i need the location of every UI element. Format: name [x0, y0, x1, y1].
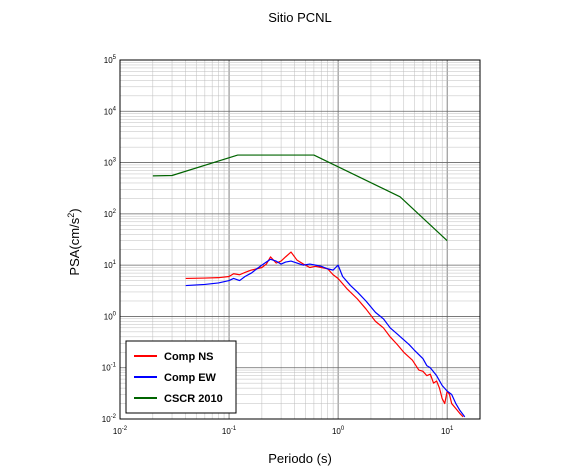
y-tick-label: 100: [104, 311, 117, 321]
x-tick-label-exponent: -1: [231, 426, 237, 432]
x-tick-label-base: 10: [113, 427, 122, 436]
y-tick-label: 104: [104, 106, 117, 116]
x-tick-labels: 10-2 10-1 100 101: [113, 426, 454, 436]
x-axis-label: Periodo (s): [268, 451, 332, 466]
y-tick-label: 102: [104, 209, 117, 219]
y-axis-label-close: ): [67, 208, 82, 212]
y-tick-label-base: 10: [104, 210, 113, 219]
y-tick-label-exponent: 5: [113, 55, 117, 61]
x-tick-label-base: 10: [222, 427, 231, 436]
y-tick-label: 101: [104, 260, 117, 270]
series-line-cscr-2010: [152, 154, 448, 242]
y-tick-label: 103: [104, 158, 117, 168]
y-tick-label-exponent: 3: [113, 158, 117, 164]
y-tick-label: 105: [104, 55, 117, 65]
x-tick-label: 101: [441, 426, 454, 436]
y-tick-label-exponent: 4: [113, 106, 117, 112]
y-tick-label-base: 10: [104, 56, 113, 65]
y-tick-label-base: 10: [104, 159, 113, 168]
y-axis-label-superscript: 2: [66, 213, 76, 218]
legend-label-comp-ew: Comp EW: [164, 372, 217, 384]
x-tick-label-exponent: 0: [341, 426, 345, 432]
y-tick-label-exponent: -1: [111, 363, 117, 369]
y-axis-label: PSA(cm/s2): [66, 208, 82, 275]
y-axis-label-base: PSA(cm/s: [67, 217, 82, 275]
y-tick-label-base: 10: [102, 364, 111, 373]
x-tick-label: 10-1: [222, 426, 237, 436]
x-tick-label-base: 10: [332, 427, 341, 436]
y-tick-label: 10-2: [102, 414, 117, 424]
x-tick-label-base: 10: [441, 427, 450, 436]
y-tick-label-base: 10: [104, 107, 113, 116]
legend: Comp NS Comp EW CSCR 2010: [125, 340, 237, 414]
series-line-comp-ew: [185, 258, 466, 418]
y-tick-label-exponent: -2: [111, 414, 117, 420]
legend-items: Comp NS Comp EW CSCR 2010: [134, 351, 223, 405]
y-tick-label-exponent: 0: [113, 311, 117, 317]
y-tick-label: 10-1: [102, 363, 117, 373]
y-tick-label-exponent: 2: [113, 209, 117, 215]
x-tick-label-exponent: 1: [450, 426, 454, 432]
plot-series: [152, 154, 466, 418]
legend-label-cscr-2010: CSCR 2010: [164, 393, 223, 405]
y-tick-label-exponent: 1: [113, 260, 117, 266]
plot-frame: [119, 59, 481, 420]
y-tick-label-base: 10: [102, 415, 111, 424]
x-tick-label: 10-2: [113, 426, 128, 436]
x-tick-label: 100: [332, 426, 345, 436]
y-tick-label-base: 10: [104, 312, 113, 321]
x-tick-label-exponent: -2: [122, 426, 128, 432]
legend-label-comp-ns: Comp NS: [164, 351, 214, 363]
y-tick-label-base: 10: [104, 261, 113, 270]
chart-title: Sitio PCNL: [268, 10, 332, 25]
